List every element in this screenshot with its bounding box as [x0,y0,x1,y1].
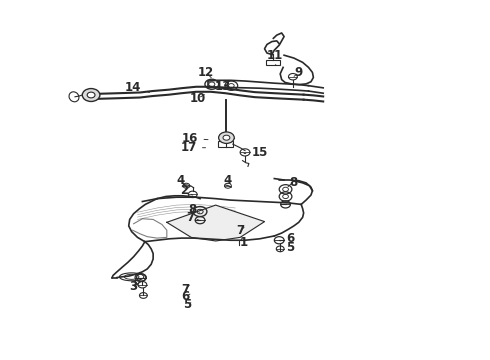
Text: 1: 1 [240,236,248,249]
Text: 10: 10 [190,92,206,105]
Text: 8: 8 [288,176,297,189]
Text: 6: 6 [181,291,190,303]
Text: 4: 4 [224,174,232,187]
Text: 17: 17 [181,141,206,154]
Circle shape [223,135,230,140]
Text: 8: 8 [188,203,199,216]
Circle shape [87,92,95,98]
Text: 7: 7 [186,211,199,224]
Text: 2: 2 [180,184,193,197]
Circle shape [219,132,234,143]
Text: 16: 16 [182,132,208,145]
Text: 12: 12 [198,66,214,79]
Text: 3: 3 [129,280,141,293]
Text: 6: 6 [280,232,294,245]
Text: 4: 4 [176,174,185,187]
Text: 11: 11 [266,49,282,65]
Text: 5: 5 [183,298,192,311]
Polygon shape [167,205,265,241]
Text: 9: 9 [294,66,303,79]
Text: 14: 14 [124,81,149,94]
Text: 5: 5 [280,241,294,254]
Circle shape [82,89,100,102]
Text: 13: 13 [215,80,231,93]
Text: 7: 7 [236,224,244,238]
Text: 7: 7 [181,283,190,296]
Text: 15: 15 [244,146,268,159]
